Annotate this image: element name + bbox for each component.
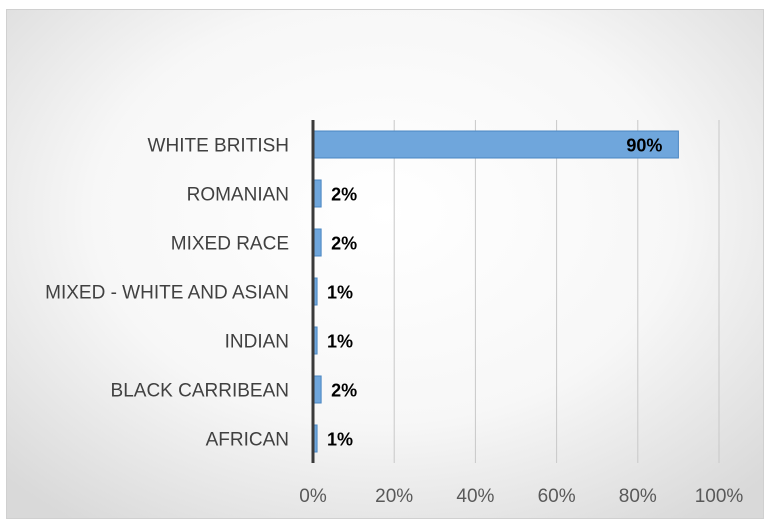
category-label: WHITE BRITISH xyxy=(148,136,289,157)
data-label: 90% xyxy=(626,136,662,156)
data-label: 1% xyxy=(327,283,353,303)
data-label: 2% xyxy=(331,234,357,254)
x-tick-label: 100% xyxy=(695,486,744,507)
data-label: 2% xyxy=(331,381,357,401)
category-label: BLACK CARRIBEAN xyxy=(111,381,289,402)
category-label: MIXED RACE xyxy=(171,234,289,255)
x-tick-label: 0% xyxy=(299,486,327,507)
data-label: 2% xyxy=(331,185,357,205)
x-tick-label: 60% xyxy=(538,486,576,507)
category-label: AFRICAN xyxy=(206,430,289,451)
data-label: 1% xyxy=(327,332,353,352)
category-label: ROMANIAN xyxy=(187,185,289,206)
bar xyxy=(312,130,679,159)
category-label: MIXED - WHITE AND ASIAN xyxy=(45,283,289,304)
x-tick-label: 20% xyxy=(375,486,413,507)
data-label: 1% xyxy=(327,430,353,450)
x-tick-label: 80% xyxy=(619,486,657,507)
category-label: INDIAN xyxy=(225,332,289,353)
x-tick-label: 40% xyxy=(456,486,494,507)
